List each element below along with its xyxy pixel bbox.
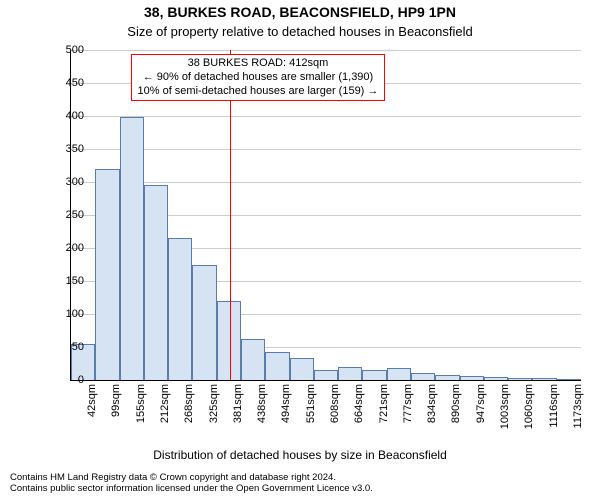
annotation-line-1: 38 BURKES ROAD: 412sqm bbox=[138, 57, 379, 71]
histogram-bar bbox=[338, 367, 362, 380]
xtick-label: 42sqm bbox=[86, 384, 98, 417]
footer-attribution: Contains HM Land Registry data © Crown c… bbox=[10, 472, 373, 495]
annotation-line-3: 10% of semi-detached houses are larger (… bbox=[138, 85, 379, 99]
ytick-label: 350 bbox=[66, 143, 84, 155]
footer-line-1: Contains HM Land Registry data © Crown c… bbox=[10, 472, 373, 483]
xtick-label: 721sqm bbox=[378, 384, 390, 423]
chart-title-sub: Size of property relative to detached ho… bbox=[0, 24, 600, 39]
property-size-chart: 38, BURKES ROAD, BEACONSFIELD, HP9 1PN S… bbox=[0, 0, 600, 500]
ytick-label: 50 bbox=[72, 341, 84, 353]
ytick-label: 400 bbox=[66, 110, 84, 122]
histogram-bar bbox=[241, 339, 265, 380]
histogram-bar bbox=[435, 375, 459, 380]
ytick-label: 150 bbox=[66, 275, 84, 287]
xtick-label: 1173sqm bbox=[572, 384, 584, 428]
annotation-box: 38 BURKES ROAD: 412sqm← 90% of detached … bbox=[131, 54, 386, 101]
xtick-label: 551sqm bbox=[305, 384, 317, 423]
footer-line-2: Contains public sector information licen… bbox=[10, 483, 373, 494]
histogram-bar bbox=[460, 376, 484, 380]
ytick-label: 450 bbox=[66, 77, 84, 89]
histogram-bar bbox=[95, 169, 119, 380]
xtick-label: 438sqm bbox=[256, 384, 268, 423]
histogram-bar bbox=[314, 370, 338, 380]
ytick-label: 250 bbox=[66, 209, 84, 221]
xtick-label: 212sqm bbox=[159, 384, 171, 423]
histogram-bar bbox=[557, 379, 581, 380]
histogram-bar bbox=[362, 370, 386, 380]
xtick-label: 664sqm bbox=[353, 384, 365, 423]
xtick-label: 1116sqm bbox=[548, 384, 560, 428]
xtick-label: 834sqm bbox=[426, 384, 438, 423]
xtick-label: 325sqm bbox=[208, 384, 220, 423]
histogram-bar bbox=[484, 377, 508, 380]
histogram-bar bbox=[168, 238, 192, 380]
xtick-label: 268sqm bbox=[183, 384, 195, 423]
histogram-bar bbox=[192, 265, 216, 381]
histogram-bar bbox=[144, 185, 168, 380]
xtick-label: 777sqm bbox=[402, 384, 414, 423]
histogram-bar bbox=[265, 352, 289, 380]
xtick-label: 1060sqm bbox=[523, 384, 535, 429]
x-axis-label: Distribution of detached houses by size … bbox=[0, 448, 600, 462]
ytick-label: 0 bbox=[78, 374, 84, 386]
xtick-label: 99sqm bbox=[110, 384, 122, 417]
xtick-label: 381sqm bbox=[232, 384, 244, 423]
gridline bbox=[71, 116, 581, 117]
gridline bbox=[71, 182, 581, 183]
histogram-bar bbox=[411, 373, 435, 380]
histogram-bar bbox=[120, 117, 144, 380]
histogram-bar bbox=[217, 301, 241, 380]
xtick-label: 947sqm bbox=[475, 384, 487, 423]
annotation-line-2: ← 90% of detached houses are smaller (1,… bbox=[138, 71, 379, 85]
histogram-bar bbox=[508, 378, 532, 380]
histogram-bar bbox=[387, 368, 411, 380]
histogram-bar bbox=[290, 358, 314, 380]
ytick-label: 300 bbox=[66, 176, 84, 188]
xtick-label: 890sqm bbox=[450, 384, 462, 423]
xtick-label: 494sqm bbox=[280, 384, 292, 423]
xtick-label: 1003sqm bbox=[499, 384, 511, 429]
ytick-label: 100 bbox=[66, 308, 84, 320]
ytick-label: 500 bbox=[66, 44, 84, 56]
xtick-label: 155sqm bbox=[135, 384, 147, 423]
histogram-bar bbox=[532, 378, 556, 380]
xtick-label: 608sqm bbox=[329, 384, 341, 423]
gridline bbox=[71, 50, 581, 51]
gridline bbox=[71, 149, 581, 150]
chart-title-main: 38, BURKES ROAD, BEACONSFIELD, HP9 1PN bbox=[0, 4, 600, 20]
ytick-label: 200 bbox=[66, 242, 84, 254]
